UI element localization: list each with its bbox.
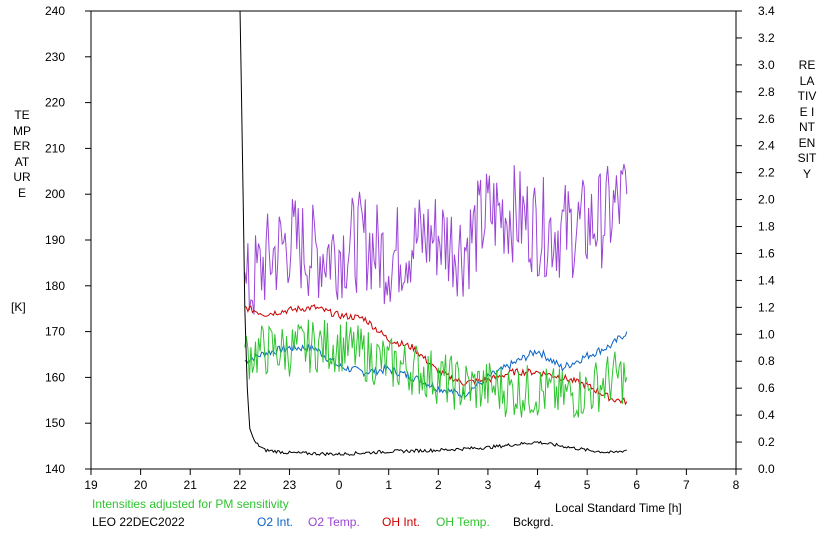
- x-tick-label: 8: [733, 478, 740, 492]
- y-right-tick-label: 0.8: [758, 354, 775, 368]
- y-left-tick-label: 200: [45, 187, 65, 201]
- oh-int-series: [244, 303, 628, 406]
- y-left-tick-label: 180: [45, 279, 65, 293]
- y-right-tick-label: 1.2: [758, 300, 775, 314]
- y-right-axis-label: RELATIVE INTENSITY: [797, 58, 817, 181]
- y-right-tick-label: 2.8: [758, 85, 775, 99]
- oh-temp-series: [244, 319, 628, 419]
- y-left-tick-label: 210: [45, 141, 65, 155]
- o2-int-series: [244, 331, 628, 400]
- y-right-tick-label: 0.4: [758, 408, 775, 422]
- y-left-tick-label: 140: [45, 462, 65, 476]
- chart-subtitle: Intensities adjusted for PM sensitivity: [92, 497, 289, 511]
- axis-ticks: [85, 10, 742, 475]
- y-left-tick-label: 150: [45, 416, 65, 430]
- series-lines: [239, 11, 628, 457]
- x-tick-label: 22: [233, 478, 247, 492]
- x-axis-label: Local Standard Time [h]: [555, 501, 682, 515]
- y-left-axis-unit: [K]: [11, 300, 26, 314]
- background-series: [239, 11, 627, 457]
- legend-bckgrd: Bckgrd.: [513, 515, 554, 529]
- y-left-tick-label: 190: [45, 233, 65, 247]
- y-left-tick-label: 230: [45, 50, 65, 64]
- x-tick-label: 19: [84, 478, 98, 492]
- legend-oh-temp: OH Temp.: [436, 515, 490, 529]
- x-tick-label: 1: [385, 478, 392, 492]
- x-tick-label: 6: [633, 478, 640, 492]
- y-left-tick-label: 170: [45, 325, 65, 339]
- x-tick-label: 7: [683, 478, 690, 492]
- y-right-tick-label: 1.4: [758, 273, 775, 287]
- y-left-axis-label: TEMPERATURE: [13, 108, 31, 200]
- y-right-tick-label: 0.0: [758, 462, 775, 476]
- x-tick-label: 3: [485, 478, 492, 492]
- x-tick-label: 21: [184, 478, 198, 492]
- x-tick-label: 5: [584, 478, 591, 492]
- y-left-tick-label: 240: [45, 4, 65, 18]
- y-right-tick-label: 2.0: [758, 193, 775, 207]
- y-right-tick-label: 3.4: [758, 4, 775, 18]
- station-label: LEO 22DEC2022: [92, 515, 185, 529]
- y-right-tick-label: 3.0: [758, 58, 775, 72]
- y-right-tick-label: 0.6: [758, 381, 775, 395]
- y-right-tick-label: 3.2: [758, 31, 775, 45]
- y-right-tick-label: 0.2: [758, 435, 775, 449]
- legend-o2-temp: O2 Temp.: [308, 515, 360, 529]
- y-left-tick-label: 220: [45, 96, 65, 110]
- o2-temp-series: [244, 163, 628, 315]
- x-tick-label: 23: [283, 478, 297, 492]
- y-right-tick-label: 2.2: [758, 166, 775, 180]
- x-tick-label: 4: [534, 478, 541, 492]
- legend-oh-int: OH Int.: [382, 515, 421, 529]
- plot-frame: [90, 10, 737, 470]
- tick-labels: 19 20 21 22 23 0 1 2 3 4 5 6 7 8140150160170180190200…: [45, 4, 775, 492]
- x-tick-label: 0: [336, 478, 343, 492]
- y-right-tick-label: 1.6: [758, 246, 775, 260]
- y-left-tick-label: 160: [45, 370, 65, 384]
- y-right-tick-label: 1.0: [758, 327, 775, 341]
- y-right-tick-label: 2.4: [758, 139, 775, 153]
- y-right-tick-label: 2.6: [758, 112, 775, 126]
- x-tick-label: 2: [435, 478, 442, 492]
- y-right-tick-label: 1.8: [758, 220, 775, 234]
- x-tick-label: 20: [134, 478, 148, 492]
- legend-o2-int: O2 Int.: [257, 515, 294, 529]
